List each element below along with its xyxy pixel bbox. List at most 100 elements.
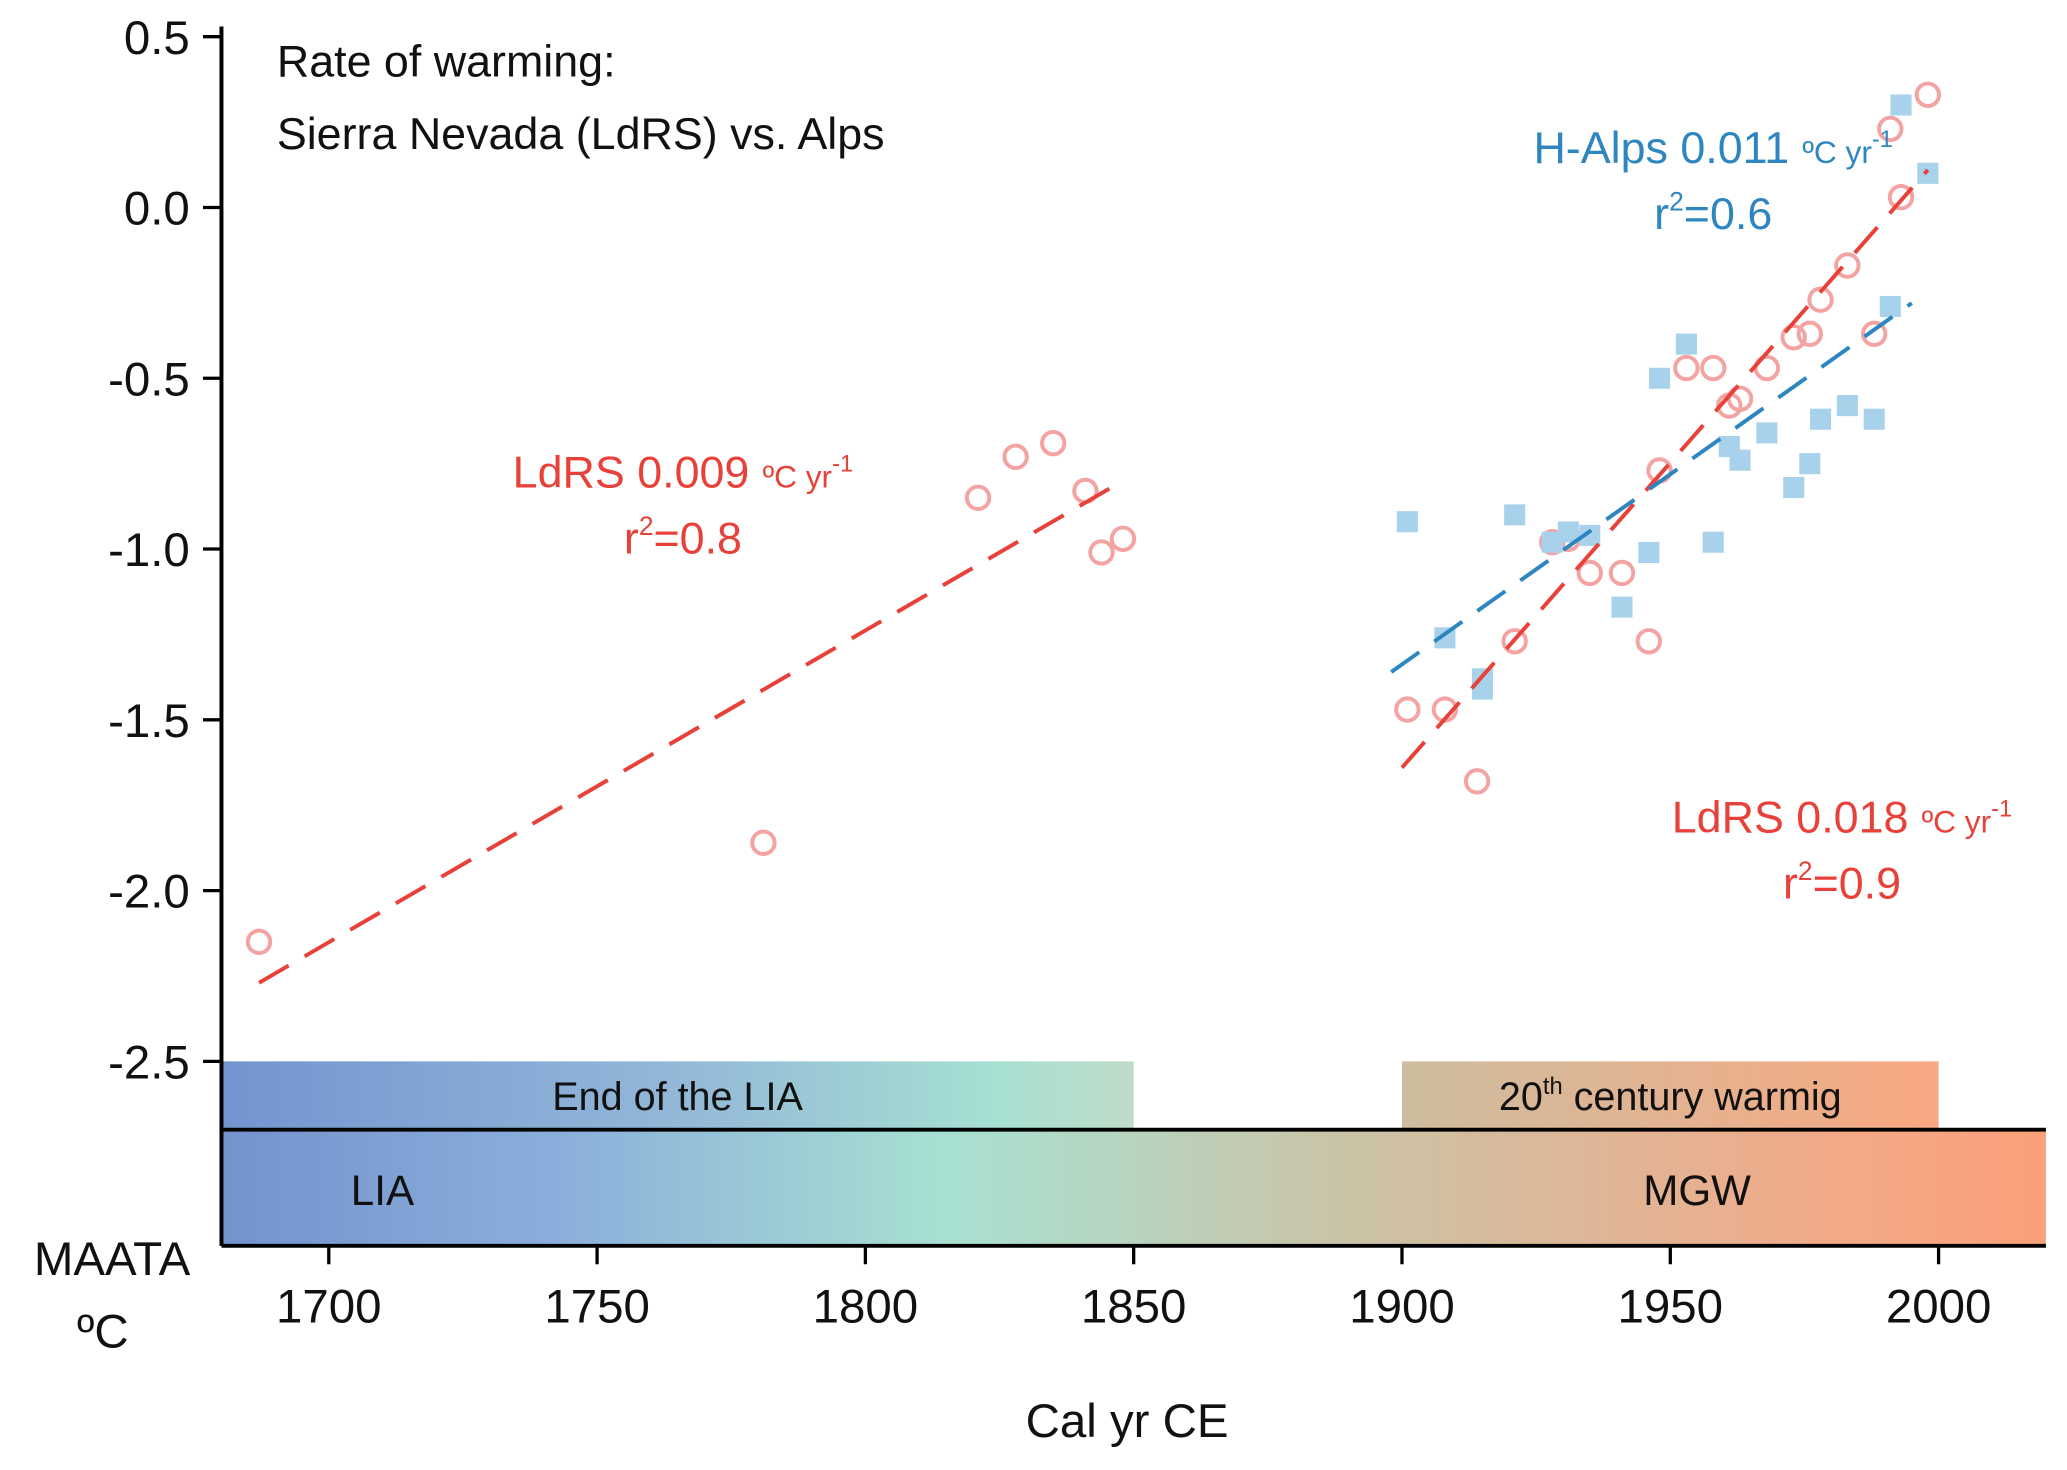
data-point <box>1702 531 1724 553</box>
annotation-r: r <box>1783 858 1798 908</box>
data-point <box>1807 286 1834 313</box>
annotation-rate: LdRS 0.018 <box>1672 793 1909 843</box>
data-point <box>1729 449 1751 471</box>
annotation-exp: -1 <box>1991 797 2012 823</box>
period-band <box>221 1061 1134 1130</box>
data-point <box>1557 521 1579 543</box>
annotation-rate: H-Alps 0.011 <box>1533 123 1789 173</box>
data-point <box>1608 559 1636 587</box>
data-point <box>1002 443 1029 470</box>
x-tick-label: 1800 <box>813 1280 919 1333</box>
annotation-unit: ºC yr <box>1802 134 1872 170</box>
annotation-r-exp: 2 <box>1669 187 1684 217</box>
trend-annotation: LdRS 0.018 ºC yr-1 <box>1672 793 2013 843</box>
data-point <box>750 829 777 856</box>
data-point <box>1394 696 1421 723</box>
data-point <box>1834 252 1861 279</box>
data-point <box>1501 628 1528 655</box>
data-point <box>1879 295 1901 318</box>
x-tick-label: 1900 <box>1349 1280 1455 1333</box>
title-line-1: Rate of warming: <box>277 37 616 87</box>
annotation-unit: ºC yr <box>763 459 833 495</box>
data-point <box>1756 422 1778 444</box>
trend-line <box>1400 168 1930 769</box>
data-point <box>1576 559 1603 587</box>
y-tick-label: -2.5 <box>108 1037 190 1090</box>
annotation-unit: ºC yr <box>1922 804 1992 840</box>
period-label: 20th century warmig <box>1499 1074 1842 1119</box>
data-point <box>1863 408 1885 430</box>
data-point <box>1504 504 1526 526</box>
period-label-part: century warmig <box>1563 1075 1842 1119</box>
data-point <box>1877 115 1904 143</box>
data-point <box>1783 477 1805 499</box>
data-point <box>1700 354 1727 382</box>
data-point <box>1861 320 1888 348</box>
trend-annotation-r2: r2=0.8 <box>624 511 742 563</box>
period-label-part: 20 <box>1499 1075 1543 1119</box>
data-point <box>1088 539 1115 566</box>
data-point <box>1040 429 1067 457</box>
annotation-r-exp: 2 <box>639 511 654 541</box>
period-label: End of the LIA <box>552 1075 803 1119</box>
data-point <box>1890 94 1912 116</box>
data-point <box>1836 395 1858 417</box>
x-tick-label: 1950 <box>1618 1280 1724 1333</box>
data-point <box>1635 628 1663 655</box>
x-tick-label: 1700 <box>276 1280 382 1333</box>
data-point <box>1887 184 1915 211</box>
annotation-rate: LdRS 0.009 <box>513 448 750 498</box>
trend-annotation: LdRS 0.009 ºC yr-1 <box>513 448 854 498</box>
annotation-r-value: =0.9 <box>1813 858 1901 908</box>
trend-annotation: H-Alps 0.011 ºC yr-1 <box>1533 123 1893 173</box>
annotation-r: r <box>624 513 639 563</box>
data-point <box>1463 768 1491 795</box>
data-point <box>1541 531 1563 553</box>
period-label: MGW <box>1643 1167 1751 1214</box>
y-tick-label: -0.5 <box>108 353 190 406</box>
y-tick-label: -1.0 <box>108 524 190 577</box>
y-tick-label: -2.0 <box>108 866 190 919</box>
plot-area: 0.5 0.0 -0.5 -1.0 -1.5 -2.0 -2.5 1700 1750 1800 18… <box>108 12 2046 1333</box>
trend-line <box>1390 301 1913 674</box>
data-point <box>1796 320 1823 348</box>
x-tick-label: 2000 <box>1886 1280 1992 1333</box>
period-band <box>221 1129 2046 1246</box>
data-point <box>1914 81 1942 108</box>
trend-annotation-r2: r2=0.9 <box>1783 856 1901 908</box>
data-point <box>1799 453 1821 475</box>
data-point <box>1673 354 1700 382</box>
annotation-exp: -1 <box>1872 127 1893 153</box>
data-point <box>1611 596 1633 618</box>
period-bands: End of the LIA 20th century warmig LIA MGW <box>221 1061 2046 1246</box>
period-band <box>1401 1061 1939 1130</box>
x-tick-label: 1750 <box>544 1280 650 1333</box>
period-label: LIA <box>351 1167 415 1214</box>
period-label-part: th <box>1543 1074 1563 1100</box>
annotation-exp: -1 <box>832 452 853 478</box>
y-axis-label-2: ºC <box>77 1305 129 1358</box>
y-tick-label: 0.5 <box>124 12 190 65</box>
trend-annotation-r2: r2=0.6 <box>1654 187 1772 239</box>
data-point <box>1809 408 1832 430</box>
y-tick-label: 0.0 <box>124 183 190 236</box>
annotation-r-value: =0.8 <box>654 513 742 563</box>
y-axis-label-1: MAATA <box>34 1233 191 1286</box>
data-point <box>1649 367 1671 389</box>
data-point <box>1638 541 1660 563</box>
annotation-r-exp: 2 <box>1798 856 1813 886</box>
y-tick-label: -1.5 <box>108 695 190 748</box>
x-axis-label: Cal yr CE <box>1026 1395 1229 1448</box>
data-point <box>1396 511 1418 533</box>
x-tick-label: 1850 <box>1081 1280 1187 1333</box>
data-point <box>1109 525 1137 552</box>
data-point <box>245 928 273 956</box>
data-point <box>1917 162 1939 184</box>
annotation-r: r <box>1654 189 1669 239</box>
annotation-r-value: =0.6 <box>1684 189 1772 239</box>
data-point <box>1579 524 1601 546</box>
title-line-2: Sierra Nevada (LdRS) vs. Alps <box>277 109 885 159</box>
trend-line <box>258 479 1124 985</box>
